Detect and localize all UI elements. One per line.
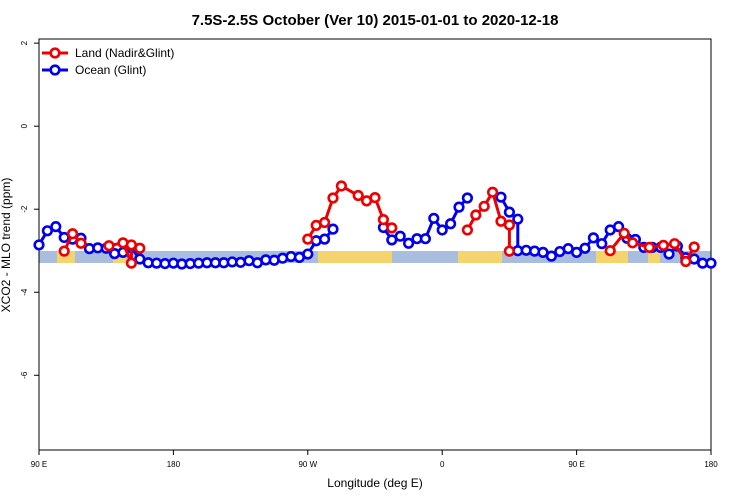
data-point <box>545 250 558 262</box>
x-tick-label: 90 W <box>298 460 317 469</box>
data-point <box>612 221 625 233</box>
data-point <box>618 227 630 239</box>
data-point <box>419 233 432 245</box>
data-point <box>134 242 146 254</box>
data-point <box>604 245 616 257</box>
land-band-segment <box>596 251 628 263</box>
data-point <box>369 191 381 204</box>
data-point <box>503 206 516 218</box>
data-point <box>445 218 457 230</box>
data-point <box>495 191 507 203</box>
data-point <box>75 237 87 249</box>
data-point <box>403 237 415 249</box>
data-point <box>596 238 608 250</box>
data-point <box>50 221 62 233</box>
data-point <box>58 245 70 257</box>
data-point <box>386 222 398 234</box>
legend-ocean-label: Ocean (Glint) <box>75 63 146 77</box>
data-point <box>319 233 331 245</box>
data-point <box>327 223 339 235</box>
land-band-segment <box>318 251 392 263</box>
data-point <box>587 232 600 244</box>
x-tick-label: 90 E <box>31 460 47 469</box>
land-series <box>58 180 700 269</box>
data-point <box>125 257 137 269</box>
data-point <box>103 240 115 252</box>
y-axis: 2 0 -2 -4 -6 <box>20 40 39 379</box>
data-point <box>41 225 54 237</box>
data-point <box>688 241 700 253</box>
x-tick-label: 180 <box>704 460 718 469</box>
data-point <box>512 213 524 225</box>
data-point <box>626 237 639 249</box>
data-point <box>453 201 465 213</box>
data-point <box>470 209 482 221</box>
legend-ocean-marker <box>49 64 61 76</box>
data-point <box>352 189 364 202</box>
legend-land-label: Land (Nadir&Glint) <box>75 46 174 60</box>
land-band-segment <box>648 251 660 263</box>
data-point <box>461 224 474 236</box>
data-point <box>643 241 656 254</box>
data-point <box>327 192 339 204</box>
y-tick-label: 0 <box>20 123 29 128</box>
x-tick-label: 0 <box>440 460 445 469</box>
data-point <box>487 186 499 198</box>
data-point <box>668 238 681 250</box>
data-point <box>503 245 516 257</box>
data-point <box>428 212 440 224</box>
x-axis-label: Longitude (deg E) <box>327 476 422 490</box>
y-tick-label: 2 <box>20 40 29 45</box>
data-point <box>503 219 516 231</box>
land-band-segment <box>458 251 502 263</box>
y-axis-label: XCO2 - MLO trend (ppm) <box>0 178 13 313</box>
data-point <box>319 216 331 229</box>
data-point <box>302 248 314 260</box>
data-point <box>33 239 45 251</box>
x-tick-label: 90 E <box>568 460 584 469</box>
y-tick-label: -6 <box>20 371 29 379</box>
data-point <box>657 239 670 251</box>
series-layer <box>33 180 717 270</box>
data-point <box>436 224 448 236</box>
data-point <box>663 248 675 260</box>
data-point <box>335 180 348 192</box>
data-point <box>302 233 314 245</box>
data-point <box>705 257 717 269</box>
x-tick-label: 180 <box>167 460 181 469</box>
data-point <box>478 200 490 212</box>
data-point <box>394 230 406 242</box>
data-point <box>377 213 390 226</box>
data-point <box>570 246 583 258</box>
data-point <box>66 228 79 240</box>
chart-title: 7.5S-2.5S October (Ver 10) 2015-01-01 to… <box>192 12 559 29</box>
legend: Land (Nadir&Glint) Ocean (Glint) <box>42 46 174 77</box>
data-point <box>680 255 692 268</box>
data-point <box>579 242 591 254</box>
data-point <box>461 192 474 204</box>
y-tick-label: -4 <box>20 288 29 296</box>
x-axis: 90 E 180 90 W 0 90 E 180 <box>31 450 718 469</box>
y-tick-label: -2 <box>20 205 29 213</box>
legend-land-marker <box>49 47 61 59</box>
